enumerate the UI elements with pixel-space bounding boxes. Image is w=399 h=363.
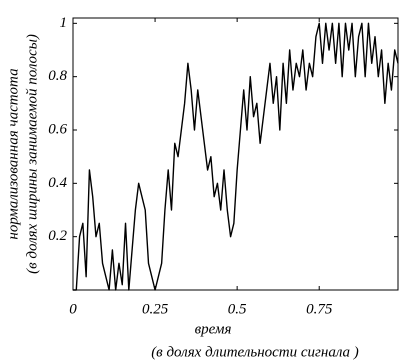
x-axis-note: (в долях длительности сигнала ) (151, 344, 359, 360)
y-tick-label: 1 (60, 15, 68, 31)
x-axis-label: время (195, 321, 232, 337)
y-axis-label: нормализованная частота (5, 68, 21, 239)
y-tick-label: 0.6 (48, 121, 67, 137)
y-axis-note: (в долях ширины занимаемой полосы) (24, 34, 40, 274)
line (73, 22, 399, 291)
x-tick-label: 0.5 (228, 301, 247, 317)
plot-frame (72, 17, 399, 291)
y-tick-label: 0.8 (48, 68, 67, 84)
y-tick-label: 0.4 (48, 175, 67, 191)
x-tick-label: 0.25 (142, 301, 169, 317)
y-tick-label: 0.2 (48, 228, 67, 244)
x-tick-label: 0 (69, 301, 77, 317)
x-tick-label: 0.75 (306, 301, 333, 317)
